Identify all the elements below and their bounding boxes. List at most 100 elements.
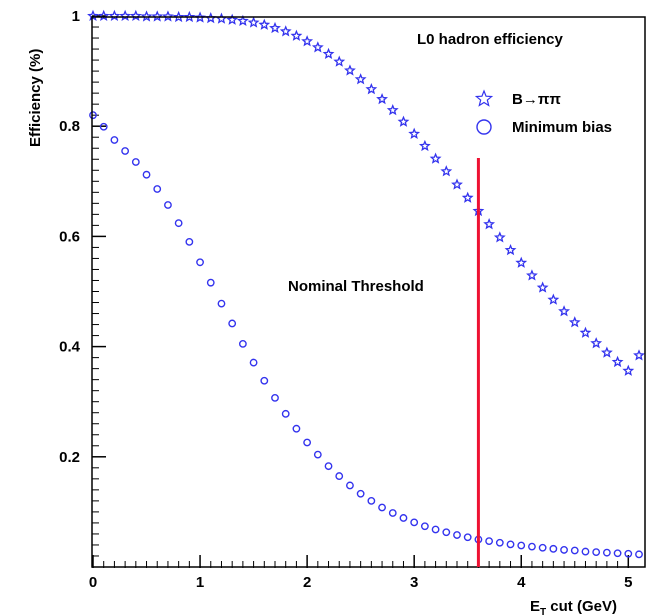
circle-data-point [570,546,579,555]
y-tick-label: 0.6 [59,228,80,245]
circle-data-point [538,543,547,552]
star-data-point [397,115,410,127]
circle-data-point [324,462,333,471]
circle-data-point [602,548,611,557]
circle-data-point [238,339,247,348]
circle-data-point [388,509,397,517]
circle-data-point [206,278,215,287]
circle-data-point [613,549,622,558]
x-tick-label: 5 [624,574,632,591]
circle-data-point [560,546,568,554]
circle-data-point [110,136,119,144]
star-data-point [269,21,281,34]
y-tick-label: 0.8 [59,118,80,135]
star-data-point [172,10,185,23]
y-tick-label: 0.2 [59,449,80,466]
x-axis-title: ET cut (GeV) [530,598,617,615]
star-data-point [151,10,164,22]
circle-data-point [281,409,290,418]
circle-data-point [313,450,322,459]
legend-circle-marker [476,119,492,135]
circle-data-point [367,496,376,505]
star-data-point [622,364,635,376]
legend-circle-shape [476,119,492,135]
circle-data-point [453,531,461,539]
circle-data-point [581,547,590,556]
circle-data-point [260,376,269,385]
circle-data-point [549,544,558,553]
star-data-point [590,337,603,349]
star-data-point [526,269,538,281]
marks-layer [87,9,645,559]
x-tick-label: 1 [196,574,204,591]
star-data-point [333,55,346,67]
y-tick-label: 1 [72,8,80,25]
star-data-point [451,178,463,190]
circle-data-point [292,424,301,433]
star-data-point [108,9,121,22]
star-data-point [504,243,517,256]
star-data-point [354,73,367,85]
x-axis-title-main: E [530,598,540,615]
star-data-point [226,13,239,25]
circle-data-point [528,542,536,551]
circle-data-point [142,170,151,179]
circle-data-point [185,238,194,246]
star-data-point [461,191,474,203]
star-data-point [547,293,560,305]
star-data-point [493,231,506,243]
star-data-point [119,9,132,22]
circle-data-point [517,541,526,550]
circle-data-point [463,533,472,542]
star-data-point [408,127,421,139]
circle-data-point [271,393,279,402]
star-data-point [162,10,174,22]
star-data-point [129,9,142,22]
circle-data-point [378,503,386,512]
star-data-point [429,152,442,164]
star-data-point [558,305,570,317]
star-data-point [515,256,528,268]
star-data-point [386,103,399,116]
star-data-point [344,64,356,76]
star-data-point [247,16,260,28]
star-data-point [483,218,496,230]
circle-data-point [335,472,344,480]
star-data-point [365,83,378,95]
circle-data-point [131,158,140,166]
star-data-point [418,139,431,152]
circle-data-point [228,319,237,328]
circle-data-point [356,489,365,498]
circle-data-point [635,550,643,559]
star-data-point [600,346,613,358]
star-data-point [376,92,388,105]
star-data-point [87,9,99,22]
star-data-point [140,10,153,22]
circle-data-point [592,548,601,557]
legend-label-b-pipi: B→ππ [512,91,561,108]
star-data-point [311,41,324,53]
plot-frame [91,16,646,568]
y-tick-label: 0.4 [59,339,81,356]
circle-data-point [303,438,312,447]
circle-data-point [624,549,633,558]
threshold-label: Nominal Threshold [288,278,424,295]
star-data-point [258,18,271,30]
star-data-point [568,316,581,328]
star-data-point [301,35,314,47]
star-data-point [279,25,292,37]
star-data-point [536,281,549,293]
circle-data-point [346,481,354,490]
star-data-point [633,349,645,361]
circle-data-point [485,537,494,546]
x-axis-title-rest: cut (GeV) [546,598,617,615]
circle-data-point [99,122,108,131]
circle-data-point [217,299,226,308]
x-tick-label: 0 [89,574,97,591]
star-data-point [611,355,624,368]
legend-star-shape [474,89,494,107]
circle-data-point [153,185,162,193]
y-axis-title: Efficiency (%) [27,49,44,147]
